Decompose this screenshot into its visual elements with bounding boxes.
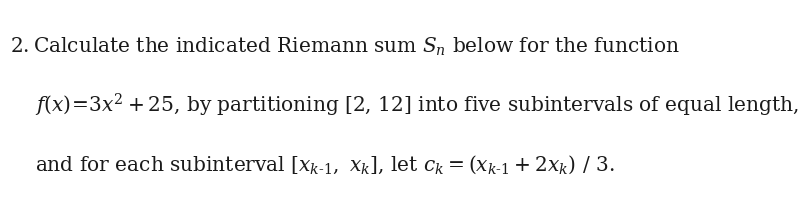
Text: $2.$Calculate the indicated Riemann sum $S_n$ below for the function: $2.$Calculate the indicated Riemann sum …: [10, 35, 678, 58]
Text: $f(x)\!=\!3x^2 + 25$, by partitioning [2, 12] into five subintervals of equal le: $f(x)\!=\!3x^2 + 25$, by partitioning [2…: [34, 92, 797, 119]
Text: and for each subinterval $[x_{k\text{-}1},\ x_k]$, let $c_k = (x_{k\text{-}1} + : and for each subinterval $[x_{k\text{-}1…: [34, 153, 614, 176]
